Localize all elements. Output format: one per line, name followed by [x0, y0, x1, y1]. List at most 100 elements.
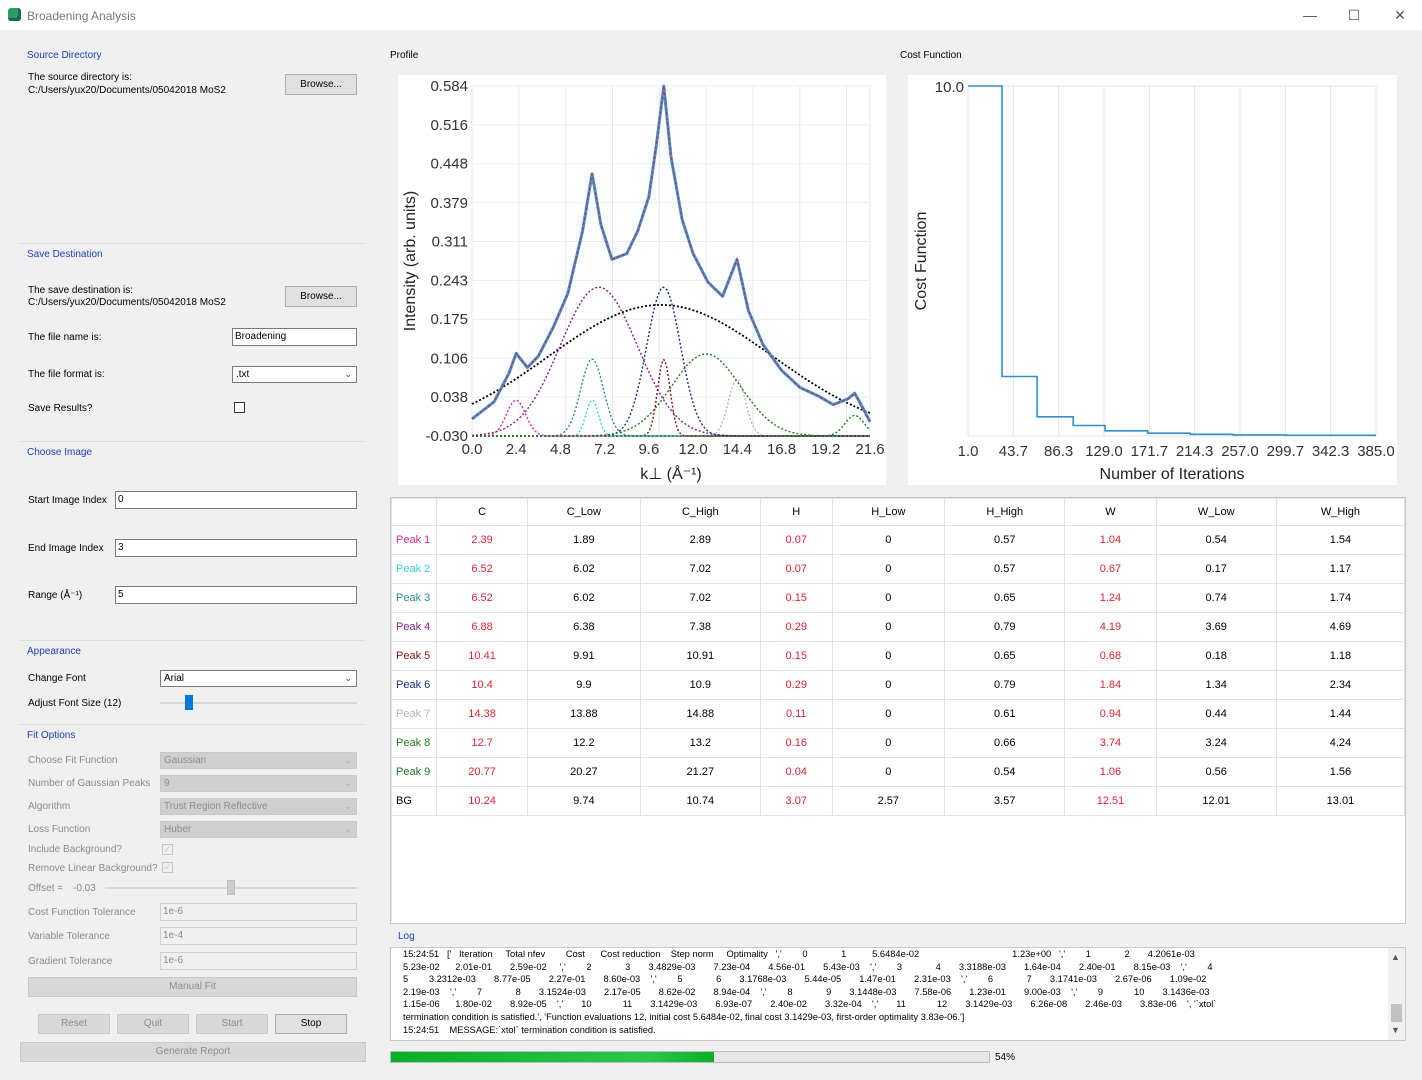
table-cell[interactable]: 7.38	[639, 612, 761, 642]
table-cell[interactable]: 0.54	[944, 757, 1066, 787]
row-header[interactable]: Peak 8	[391, 728, 437, 758]
table-cell[interactable]: 0.68	[1064, 641, 1157, 671]
generate-report-button[interactable]: Generate Report	[20, 1042, 366, 1062]
table-cell[interactable]: 1.74	[1275, 583, 1405, 613]
table-cell[interactable]: 1.34	[1155, 670, 1277, 700]
quit-button[interactable]: Quit	[117, 1014, 189, 1034]
table-cell[interactable]: 0.65	[944, 583, 1066, 613]
table-cell[interactable]: 0.74	[1155, 583, 1277, 613]
table-cell[interactable]: 3.07	[759, 786, 833, 816]
table-cell[interactable]: 0	[831, 641, 946, 671]
reset-button[interactable]: Reset	[38, 1014, 110, 1034]
table-cell[interactable]: 9.9	[527, 670, 641, 700]
fit-function-select[interactable]: Gaussian ⌄	[160, 752, 357, 769]
table-cell[interactable]: 10.41	[435, 641, 529, 671]
column-header[interactable]: W	[1064, 498, 1157, 526]
table-cell[interactable]: 10.24	[435, 786, 529, 816]
table-cell[interactable]: 0.11	[759, 699, 833, 729]
table-cell[interactable]: 1.06	[1064, 757, 1157, 787]
remove-linear-checkbox[interactable]: ✓	[162, 862, 173, 873]
maximize-button[interactable]: ☐	[1347, 7, 1361, 23]
table-cell[interactable]: 6.02	[527, 554, 641, 584]
column-header[interactable]: C_High	[639, 498, 761, 526]
peaks-select[interactable]: 9 ⌄	[160, 775, 357, 792]
column-header[interactable]: W_High	[1275, 498, 1405, 526]
table-cell[interactable]: 0.29	[759, 670, 833, 700]
table-cell[interactable]: 1.44	[1275, 699, 1405, 729]
table-cell[interactable]: 14.88	[639, 699, 761, 729]
table-cell[interactable]: 4.19	[1064, 612, 1157, 642]
table-cell[interactable]: 0.16	[759, 728, 833, 758]
table-cell[interactable]: 0	[831, 525, 946, 555]
table-cell[interactable]: 0.57	[944, 525, 1066, 555]
table-cell[interactable]: 0	[831, 728, 946, 758]
table-cell[interactable]: 6.52	[435, 583, 529, 613]
table-cell[interactable]: 2.57	[831, 786, 946, 816]
table-cell[interactable]: 0.44	[1155, 699, 1277, 729]
table-cell[interactable]: 13.01	[1275, 786, 1405, 816]
table-cell[interactable]: 3.69	[1155, 612, 1277, 642]
column-header[interactable]: H_Low	[831, 498, 946, 526]
table-cell[interactable]: 2.34	[1275, 670, 1405, 700]
table-cell[interactable]: 1.17	[1275, 554, 1405, 584]
table-cell[interactable]: 0.94	[1064, 699, 1157, 729]
row-header[interactable]: Peak 9	[391, 757, 437, 787]
table-cell[interactable]: 0	[831, 554, 946, 584]
table-cell[interactable]: 0.04	[759, 757, 833, 787]
loss-select[interactable]: Huber ⌄	[160, 821, 357, 838]
cost-tolerance-input[interactable]: 1e-6	[160, 903, 357, 921]
table-cell[interactable]: 1.56	[1275, 757, 1405, 787]
column-header[interactable]: H_High	[944, 498, 1066, 526]
table-cell[interactable]: 0	[831, 699, 946, 729]
table-cell[interactable]: 0	[831, 757, 946, 787]
table-cell[interactable]: 6.52	[435, 554, 529, 584]
variable-tolerance-input[interactable]: 1e-4	[160, 927, 357, 945]
table-cell[interactable]: 20.27	[527, 757, 641, 787]
column-header[interactable]: H	[759, 498, 833, 526]
stop-button[interactable]: Stop	[275, 1014, 347, 1034]
table-cell[interactable]: 12.2	[527, 728, 641, 758]
start-button[interactable]: Start	[196, 1014, 268, 1034]
row-header[interactable]: Peak 2	[391, 554, 437, 584]
table-cell[interactable]: 7.02	[639, 583, 761, 613]
table-cell[interactable]: 1.04	[1064, 525, 1157, 555]
table-cell[interactable]: 13.88	[527, 699, 641, 729]
table-cell[interactable]: 1.84	[1064, 670, 1157, 700]
table-cell[interactable]: 1.89	[527, 525, 641, 555]
scroll-down-icon[interactable]: ▼	[1391, 1025, 1400, 1035]
scroll-up-icon[interactable]: ▲	[1391, 952, 1400, 962]
log-box[interactable]: 15:24:51 [' Iteration Total nfev Cost Co…	[390, 947, 1406, 1041]
table-cell[interactable]: 4.24	[1275, 728, 1405, 758]
row-header[interactable]: Peak 6	[391, 670, 437, 700]
offset-slider-handle[interactable]	[227, 880, 235, 895]
table-cell[interactable]: 0.07	[759, 525, 833, 555]
table-cell[interactable]: 4.69	[1275, 612, 1405, 642]
table-cell[interactable]: 10.91	[639, 641, 761, 671]
font-size-slider-handle[interactable]	[184, 695, 193, 710]
column-header[interactable]: W_Low	[1155, 498, 1277, 526]
table-cell[interactable]: 9.91	[527, 641, 641, 671]
table-cell[interactable]: 3.74	[1064, 728, 1157, 758]
column-header[interactable]: C	[435, 498, 529, 526]
table-cell[interactable]: 3.57	[944, 786, 1066, 816]
table-cell[interactable]: 0.07	[759, 554, 833, 584]
table-cell[interactable]: 0	[831, 583, 946, 613]
row-header[interactable]: Peak 5	[391, 641, 437, 671]
table-cell[interactable]: 21.27	[639, 757, 761, 787]
row-header[interactable]: Peak 1	[391, 525, 437, 555]
font-size-slider[interactable]	[160, 702, 357, 704]
table-cell[interactable]: 6.88	[435, 612, 529, 642]
row-header[interactable]: BG	[391, 786, 437, 816]
algorithm-select[interactable]: Trust Region Reflective ⌄	[160, 798, 357, 815]
table-cell[interactable]: 0.61	[944, 699, 1066, 729]
column-header[interactable]: C_Low	[527, 498, 641, 526]
format-select[interactable]: .txt ⌄	[232, 366, 357, 383]
table-cell[interactable]: 2.39	[435, 525, 529, 555]
table-cell[interactable]: 12.01	[1155, 786, 1277, 816]
table-cell[interactable]: 9.74	[527, 786, 641, 816]
table-cell[interactable]: 0.66	[944, 728, 1066, 758]
table-cell[interactable]: 10.4	[435, 670, 529, 700]
table-cell[interactable]: 0.54	[1155, 525, 1277, 555]
table-cell[interactable]: 1.54	[1275, 525, 1405, 555]
table-cell[interactable]: 2.89	[639, 525, 761, 555]
